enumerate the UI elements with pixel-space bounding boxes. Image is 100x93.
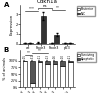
Text: A: A (4, 1, 9, 8)
Bar (49, 43, 54, 44)
Bar (30, 83, 35, 87)
Bar (60, 61, 65, 66)
Bar (60, 66, 65, 87)
Text: **: ** (56, 5, 60, 9)
Text: B: B (4, 47, 9, 53)
Bar (62, 43, 67, 44)
Text: n=16: n=16 (53, 54, 57, 61)
Bar (36, 43, 41, 44)
Bar (53, 61, 57, 64)
Legend: Posterior, NIC: Posterior, NIC (76, 6, 94, 16)
Bar (22, 43, 28, 44)
Text: n=31: n=31 (30, 54, 34, 61)
Y-axis label: Expression: Expression (10, 14, 14, 35)
Bar (54, 35, 59, 44)
Text: n=15: n=15 (23, 54, 27, 61)
Bar (28, 43, 33, 44)
Bar (53, 64, 57, 87)
Text: n=10: n=10 (60, 54, 64, 61)
Legend: Surviving, Apoptotic: Surviving, Apoptotic (76, 52, 96, 62)
Text: n=21: n=21 (68, 54, 72, 61)
Bar (45, 61, 50, 64)
Bar (68, 62, 72, 87)
Bar (38, 62, 42, 87)
Y-axis label: % of animals: % of animals (3, 57, 7, 80)
Title: Cdkn1a: Cdkn1a (37, 0, 58, 4)
Bar (67, 43, 72, 44)
Bar (38, 61, 42, 62)
Text: **: ** (38, 49, 42, 53)
Text: n=13: n=13 (46, 54, 50, 61)
Text: ns: ns (43, 4, 47, 8)
Bar (41, 16, 46, 44)
Text: ***: *** (29, 6, 35, 10)
Text: n=11: n=11 (38, 54, 42, 61)
Bar (22, 61, 27, 87)
Text: **: ** (27, 51, 31, 55)
Bar (68, 61, 72, 62)
Bar (30, 61, 35, 83)
Bar (45, 64, 50, 87)
